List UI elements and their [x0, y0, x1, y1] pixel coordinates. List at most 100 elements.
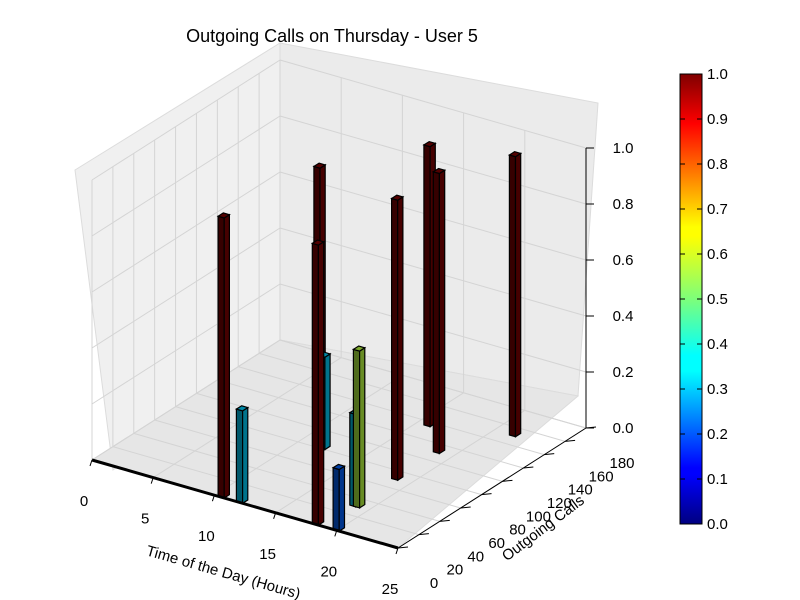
grid-lines	[91, 59, 587, 549]
grid-line-z	[91, 115, 281, 237]
y-tick-mark	[481, 493, 492, 496]
bar-top-face	[331, 463, 346, 471]
y-tick-mark	[397, 546, 409, 549]
x-tick-mark	[211, 495, 215, 502]
bar-front-face	[432, 171, 440, 455]
bar	[351, 345, 367, 509]
bar	[390, 194, 405, 482]
colorbar-tick-label: 0.0	[707, 516, 728, 533]
bar-side-face	[438, 169, 446, 455]
y-axis-line	[397, 427, 587, 549]
bar	[310, 239, 326, 527]
y-tick-mark	[544, 453, 555, 456]
x-tick-label: 10	[198, 528, 215, 545]
bar-top-face	[431, 167, 447, 175]
grid-line-y	[217, 379, 524, 469]
bar-side-face	[223, 213, 230, 500]
y-tick-mark	[565, 439, 576, 442]
bar-top-face	[351, 345, 367, 352]
x-tick-label: 25	[382, 581, 399, 598]
y-tick-mark	[418, 533, 429, 536]
colorbar-tick-label: 1.0	[707, 66, 728, 83]
bar-front-face	[352, 348, 361, 509]
bar	[431, 167, 447, 455]
grid-line-y	[133, 432, 440, 522]
z-tick-label: 0.8	[613, 196, 634, 213]
x-tick-label: 15	[259, 546, 276, 563]
z-tick-label: 0.0	[613, 420, 634, 437]
bar-top-face	[390, 194, 405, 201]
bar-top-face	[422, 140, 437, 148]
colorbar-tick-label: 0.6	[707, 246, 728, 263]
y-tick-mark	[502, 479, 513, 482]
colorbar-tick-label: 0.4	[707, 336, 728, 353]
y-tick-label: 20	[447, 562, 464, 579]
bar	[331, 463, 346, 533]
x-tick-mark	[334, 530, 338, 537]
grid-line-x	[336, 409, 526, 531]
bar-front-face	[391, 197, 399, 481]
y-tick-label: 180	[609, 455, 634, 472]
colorbar-tick-label: 0.5	[707, 291, 728, 308]
y-tick-mark	[439, 519, 450, 522]
bar-side-face	[338, 465, 346, 533]
y-tick-mark	[460, 506, 471, 509]
grid-line-y	[112, 446, 420, 536]
grid-line-z	[279, 59, 587, 149]
chart-title: Outgoing Calls on Thursday - User 5	[186, 26, 478, 46]
colorbar-tick-label: 0.8	[707, 156, 728, 173]
colorbar-tick-label: 0.1	[707, 471, 728, 488]
y-tick-mark	[523, 466, 534, 469]
y-tick-label: 100	[526, 508, 551, 525]
bar-side-face	[242, 406, 249, 505]
bar-front-face	[332, 466, 340, 532]
bar-top-face	[312, 162, 327, 169]
bar	[507, 150, 523, 438]
y-tick-label: 40	[467, 548, 484, 565]
bar-side-face	[359, 346, 366, 509]
x-axis-line	[91, 458, 399, 550]
z-tick-label: 1.0	[613, 140, 634, 157]
grid-line-z	[91, 171, 281, 293]
bar-front-face	[235, 408, 244, 505]
colorbar-tick-label: 0.7	[707, 201, 728, 218]
y-tick-label: 0	[430, 575, 438, 592]
bar-top-face	[216, 212, 231, 219]
bar-side-face	[397, 195, 404, 482]
x-tick-mark	[273, 512, 277, 519]
bar-front-face	[217, 215, 225, 499]
bar-top-face	[234, 405, 250, 412]
bar	[216, 212, 231, 500]
bar-top-face	[507, 150, 523, 158]
x-tick-mark	[89, 459, 93, 467]
colorbar-tick-label: 0.3	[707, 381, 728, 398]
x-tick-label: 0	[80, 493, 88, 510]
y-tick-label: 120	[547, 495, 572, 512]
bar-front-face	[423, 144, 431, 428]
z-tick-label: 0.4	[613, 308, 634, 325]
y-tick-label: 60	[488, 535, 505, 552]
x-tick-mark	[395, 547, 399, 555]
x-tick-mark	[150, 477, 154, 484]
x-tick-label: 5	[141, 511, 149, 528]
bar-top-face	[310, 239, 326, 246]
colorbar-ticks: 0.0 0.1 0.2 0.3 0.4 0.5 0.6 0.7 0.8 0.9 1.0	[680, 66, 728, 533]
bar-side-face	[317, 240, 325, 527]
bar	[234, 405, 250, 505]
x-axis-label: Time of the Day (Hours)	[144, 543, 302, 600]
bar-front-face	[508, 154, 517, 438]
z-tick-label: 0.6	[613, 252, 634, 269]
y-tick-label: 80	[509, 522, 526, 539]
bar-side-face	[324, 352, 331, 451]
grid-line-y	[154, 419, 461, 509]
y-tick-label: 140	[568, 482, 593, 499]
colorbar-tick-label: 0.9	[707, 111, 728, 128]
grid-line-z	[91, 227, 281, 349]
bar-side-face	[514, 152, 522, 438]
y-tick-label: 160	[589, 468, 614, 485]
z-tick-label: 0.2	[613, 364, 634, 381]
colorbar-tick-label: 0.2	[707, 426, 728, 443]
grid-line-z	[91, 59, 281, 181]
grid-line-z	[91, 283, 281, 405]
